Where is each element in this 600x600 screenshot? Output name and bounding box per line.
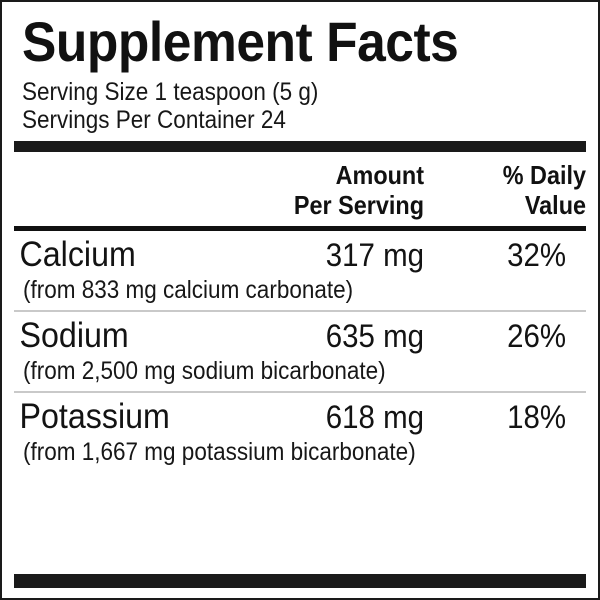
nutrient-amount: 618 mg xyxy=(325,399,424,435)
nutrient-source: (from 833 mg calcium carbonate) xyxy=(23,276,354,304)
nutrient-daily-value: 18% xyxy=(507,399,566,435)
column-header-amount-line2: Per Serving xyxy=(293,190,424,220)
column-header-amount: Amount Per Serving xyxy=(254,160,424,220)
divider-thick-top xyxy=(14,141,586,152)
nutrient-name: Potassium xyxy=(19,397,170,436)
nutrient-source: (from 1,667 mg potassium bicarbonate) xyxy=(23,438,416,466)
serving-size-text: Serving Size 1 teaspoon (5 g) xyxy=(22,78,319,106)
column-header-daily-value: % Daily Value xyxy=(424,160,586,220)
nutrient-amount: 317 mg xyxy=(325,237,424,273)
nutrient-amount: 635 mg xyxy=(325,318,424,354)
column-header-row: Amount Per Serving % Daily Value xyxy=(14,152,586,226)
nutrient-source: (from 2,500 mg sodium bicarbonate) xyxy=(23,357,386,385)
column-header-dv-line1: % Daily xyxy=(502,160,586,190)
page-title: Supplement Facts xyxy=(22,10,459,73)
nutrient-name: Calcium xyxy=(19,235,136,274)
table-row: Potassium 618 mg 18% xyxy=(14,393,586,437)
divider-under-headers xyxy=(14,226,586,231)
table-row: Calcium 317 mg 32% xyxy=(14,231,586,275)
nutrient-daily-value: 32% xyxy=(507,237,566,273)
divider-row-2 xyxy=(14,391,586,393)
divider-row-1 xyxy=(14,310,586,312)
column-header-amount-line1: Amount xyxy=(335,160,424,190)
divider-thick-bottom xyxy=(14,574,586,588)
nutrient-name: Sodium xyxy=(19,316,129,355)
column-header-dv-line2: Value xyxy=(524,190,586,220)
nutrient-daily-value: 26% xyxy=(507,318,566,354)
table-row: Sodium 635 mg 26% xyxy=(14,312,586,356)
serving-information: Serving Size 1 teaspoon (5 g) Servings P… xyxy=(22,78,586,134)
servings-per-container-text: Servings Per Container 24 xyxy=(22,106,286,134)
